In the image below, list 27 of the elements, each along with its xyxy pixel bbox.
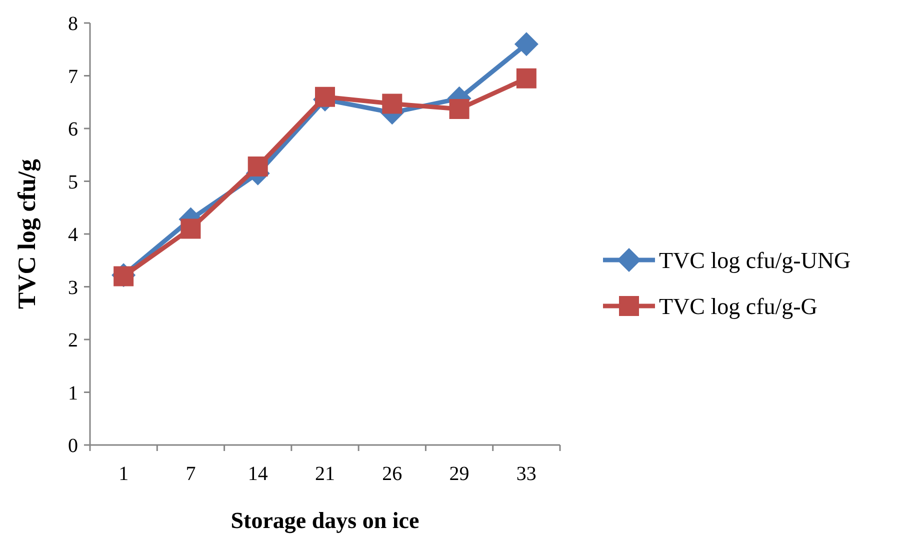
y-tick-label: 2 (68, 330, 78, 352)
point (516, 68, 536, 88)
point (248, 156, 268, 176)
x-tick-label: 7 (186, 463, 196, 485)
point (180, 218, 201, 239)
x-tick-label: 14 (248, 463, 268, 485)
point (382, 94, 402, 114)
x-axis-title: Storage days on ice (230, 508, 420, 534)
point (449, 98, 470, 119)
y-tick-label: 5 (68, 171, 78, 194)
y-tick-label: 3 (68, 276, 78, 299)
y-tick-label: 1 (68, 382, 78, 404)
x-tick-label: 29 (449, 463, 470, 485)
point (315, 86, 335, 107)
x-tick-label: 33 (516, 463, 536, 485)
y-tick-label: 8 (68, 13, 78, 35)
x-tick-label: 21 (315, 463, 335, 485)
y-tick-label: 0 (68, 435, 78, 457)
y-tick-label: 4 (68, 224, 78, 246)
y-tick-label: 7 (68, 66, 78, 88)
y-tick-label: 6 (68, 118, 78, 140)
x-tick-label: 1 (118, 463, 129, 485)
legend-label: TVC log cfu/g-UNG (659, 248, 851, 274)
legend-label: TVC log cfu/g-G (659, 294, 818, 320)
y-axis-title: TVC log cfu/g (14, 158, 41, 309)
x-tick-label: 26 (382, 463, 402, 485)
point (514, 32, 538, 56)
